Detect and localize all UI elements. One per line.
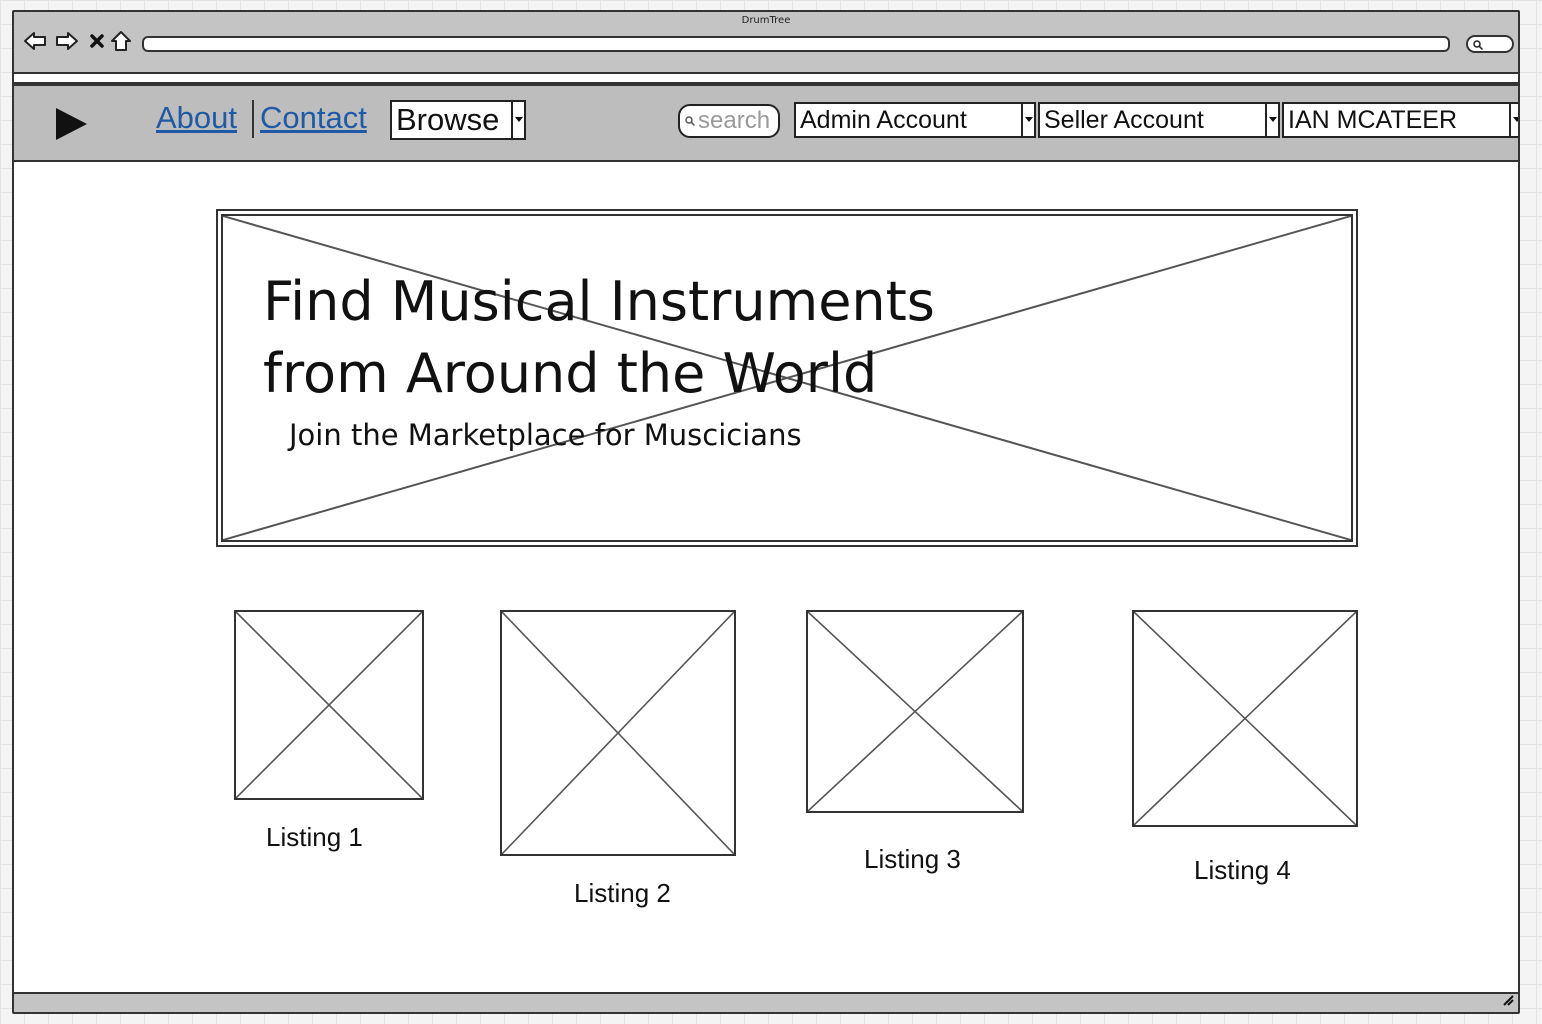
nav-separator <box>252 100 254 138</box>
search-icon <box>685 116 696 127</box>
user-account-value: IAN MCATEER <box>1288 105 1457 134</box>
image-placeholder-icon <box>808 612 1022 811</box>
admin-account-dropdown[interactable]: Admin Account <box>794 102 1036 138</box>
chevron-down-icon <box>511 102 524 138</box>
resize-grip-icon[interactable] <box>1502 991 1514 1010</box>
chevron-down-icon <box>1021 104 1034 136</box>
hero-image-placeholder: Find Musical Instruments from Around the… <box>221 214 1353 542</box>
listing-label-2[interactable]: Listing 2 <box>574 878 671 908</box>
listing-image-2[interactable] <box>500 610 736 856</box>
listing-image-3[interactable] <box>806 610 1024 813</box>
listing-label-4[interactable]: Listing 4 <box>1194 855 1291 885</box>
search-input[interactable] <box>696 107 778 135</box>
hero-subtitle: Join the Marketplace for Muscicians <box>289 418 802 452</box>
chrome-divider <box>14 82 1518 84</box>
chevron-down-icon <box>1265 104 1278 136</box>
browse-dropdown-value: Browse <box>396 102 500 137</box>
status-bar <box>14 992 1518 1012</box>
chevron-down-icon <box>1509 104 1518 136</box>
browser-window: DrumTree About Contact Br <box>12 10 1520 1014</box>
listing-image-4[interactable] <box>1132 610 1358 827</box>
image-placeholder-icon <box>223 216 1351 540</box>
site-navbar: About Contact Browse Admin Account Selle… <box>14 84 1518 162</box>
magnifier-icon <box>1473 40 1484 51</box>
close-x-icon[interactable] <box>84 28 110 54</box>
home-icon[interactable] <box>108 28 134 54</box>
browser-search-field[interactable] <box>1466 35 1514 53</box>
url-bar[interactable] <box>142 36 1450 52</box>
listing-label-1[interactable]: Listing 1 <box>266 822 363 852</box>
seller-account-dropdown[interactable]: Seller Account <box>1038 102 1280 138</box>
browser-chrome: DrumTree <box>14 12 1518 74</box>
hero-title: Find Musical Instruments from Around the… <box>263 270 935 405</box>
nav-link-contact[interactable]: Contact <box>260 100 367 135</box>
user-account-dropdown[interactable]: IAN MCATEER <box>1282 102 1518 138</box>
seller-account-value: Seller Account <box>1044 105 1204 134</box>
window-title: DrumTree <box>741 15 791 26</box>
image-placeholder-icon <box>236 612 422 798</box>
back-arrow-icon[interactable] <box>22 28 48 54</box>
nav-link-about[interactable]: About <box>156 100 238 135</box>
browse-dropdown[interactable]: Browse <box>390 100 526 140</box>
image-placeholder-icon <box>1134 612 1356 825</box>
admin-account-value: Admin Account <box>800 105 967 134</box>
image-placeholder-icon <box>502 612 734 854</box>
listing-label-3[interactable]: Listing 3 <box>864 844 961 874</box>
play-triangle-icon[interactable] <box>54 106 90 146</box>
hero-banner: Find Musical Instruments from Around the… <box>216 209 1358 547</box>
listing-image-1[interactable] <box>234 610 424 800</box>
search-field[interactable] <box>678 104 780 138</box>
forward-arrow-icon[interactable] <box>54 28 80 54</box>
